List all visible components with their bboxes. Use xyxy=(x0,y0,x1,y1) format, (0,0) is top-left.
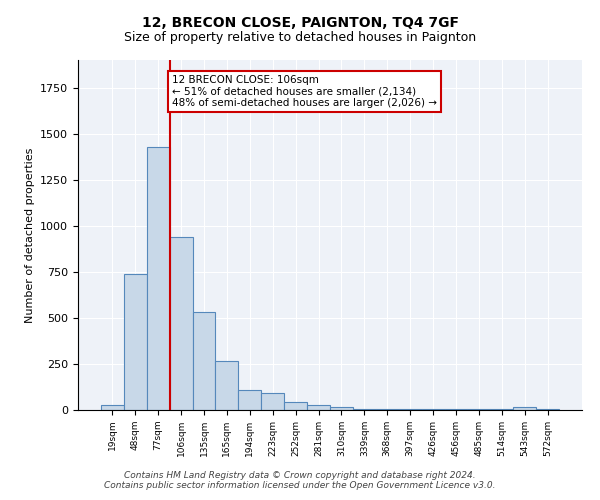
Bar xyxy=(467,409,490,410)
Bar xyxy=(330,407,353,410)
Bar xyxy=(376,409,399,410)
Bar xyxy=(490,409,513,410)
Bar xyxy=(422,409,445,410)
Bar xyxy=(193,312,215,410)
Bar xyxy=(170,237,193,410)
Bar xyxy=(215,361,238,410)
Bar xyxy=(353,409,376,410)
Bar xyxy=(399,409,422,410)
Text: Contains HM Land Registry data © Crown copyright and database right 2024.
Contai: Contains HM Land Registry data © Crown c… xyxy=(104,470,496,490)
Bar xyxy=(513,407,536,410)
Y-axis label: Number of detached properties: Number of detached properties xyxy=(25,148,35,322)
Bar xyxy=(147,146,170,410)
Bar xyxy=(284,402,307,410)
Bar xyxy=(536,409,559,410)
Bar xyxy=(124,274,147,410)
Bar xyxy=(307,406,330,410)
Text: Size of property relative to detached houses in Paignton: Size of property relative to detached ho… xyxy=(124,31,476,44)
Text: 12 BRECON CLOSE: 106sqm
← 51% of detached houses are smaller (2,134)
48% of semi: 12 BRECON CLOSE: 106sqm ← 51% of detache… xyxy=(172,74,437,108)
Bar xyxy=(445,409,467,410)
Text: 12, BRECON CLOSE, PAIGNTON, TQ4 7GF: 12, BRECON CLOSE, PAIGNTON, TQ4 7GF xyxy=(142,16,458,30)
Bar xyxy=(261,392,284,410)
Bar xyxy=(101,406,124,410)
Bar xyxy=(238,390,261,410)
